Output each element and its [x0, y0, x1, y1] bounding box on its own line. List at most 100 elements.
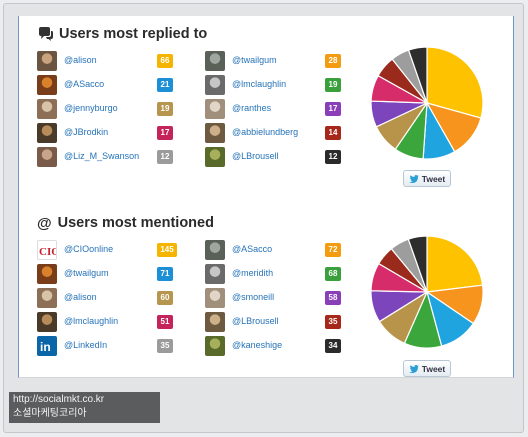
user-row: @Liz_M_Swanson 12	[37, 147, 197, 169]
user-handle-link[interactable]: @alison	[64, 55, 97, 65]
count-badge: 19	[157, 102, 173, 116]
avatar[interactable]	[37, 312, 57, 332]
linkedin-logo[interactable]: in	[37, 336, 57, 356]
user-row: @lmclaughlin 19	[205, 75, 365, 97]
user-row: @ASacco 21	[37, 75, 197, 97]
user-row: in @LinkedIn 35	[37, 336, 197, 358]
count-badge: 21	[157, 78, 173, 92]
user-row: @alison 66	[37, 51, 197, 73]
count-badge: 60	[157, 291, 173, 305]
watermark-url: http://socialmkt.co.kr	[13, 394, 105, 405]
user-row: @LBrousell 35	[205, 312, 365, 334]
watermark: http://socialmkt.co.kr 소셜마케팅코리아	[9, 392, 160, 423]
cio-logo[interactable]: CIO	[37, 240, 57, 260]
avatar[interactable]	[37, 99, 57, 119]
user-handle-link[interactable]: @ASacco	[64, 79, 105, 89]
at-sign-icon: @	[37, 214, 52, 232]
user-row: @lmclaughlin 51	[37, 312, 197, 334]
user-handle-link[interactable]: @ranthes	[232, 103, 272, 113]
avatar[interactable]	[205, 288, 225, 308]
user-handle-link[interactable]: @jennyburgo	[64, 103, 118, 113]
user-handle-link[interactable]: @lmclaughlin	[64, 316, 119, 326]
avatar[interactable]	[205, 51, 225, 71]
user-handle-link[interactable]: @kaneshige	[232, 340, 283, 350]
count-badge: 12	[325, 150, 341, 164]
user-row: @JBrodkin 17	[37, 123, 197, 145]
avatar[interactable]	[205, 264, 225, 284]
svg-text:CIO: CIO	[39, 246, 57, 258]
count-badge: 12	[157, 150, 173, 164]
user-row: @smoneill 58	[205, 288, 365, 310]
user-row: @twailgum 28	[205, 51, 365, 73]
speech-bubble-icon	[37, 26, 53, 42]
pie-slice	[407, 46, 428, 104]
avatar[interactable]	[205, 123, 225, 143]
count-badge: 66	[157, 54, 173, 68]
user-handle-link[interactable]: @meridith	[232, 268, 274, 278]
count-badge: 72	[325, 243, 341, 257]
count-badge: 35	[325, 315, 341, 329]
user-handle-link[interactable]: @lmclaughlin	[232, 79, 287, 89]
pie-slice	[426, 46, 484, 119]
count-badge: 17	[325, 102, 341, 116]
avatar[interactable]	[205, 147, 225, 167]
count-badge: 51	[157, 315, 173, 329]
avatar[interactable]	[37, 123, 57, 143]
mentioned-tweet-button[interactable]: Tweet	[403, 360, 451, 377]
user-row: CIO @CIOonline 145	[37, 240, 197, 262]
count-badge: 68	[325, 267, 341, 281]
mentioned-pie-chart	[370, 235, 484, 349]
replied-title: Users most replied to	[37, 23, 207, 45]
avatar[interactable]	[205, 312, 225, 332]
count-badge: 19	[325, 78, 341, 92]
screenshot-frame: Users most replied to @alison 66 @ASacco 21…	[3, 3, 524, 433]
user-row: @kaneshige 34	[205, 336, 365, 358]
replied-tweet-label: Tweet	[421, 173, 446, 184]
user-row: @meridith 68	[205, 264, 365, 286]
count-badge: 58	[325, 291, 341, 305]
user-row: @ASacco 72	[205, 240, 365, 262]
replied-tweet-button[interactable]: Tweet	[403, 170, 451, 187]
user-handle-link[interactable]: @CIOonline	[64, 244, 114, 254]
user-handle-link[interactable]: @LBrousell	[232, 151, 279, 161]
user-handle-link[interactable]: @twailgum	[64, 268, 109, 278]
user-row: @jennyburgo 19	[37, 99, 197, 121]
pie-slice	[407, 235, 428, 293]
user-handle-link[interactable]: @abbielundberg	[232, 127, 299, 137]
watermark-title: 소셜마케팅코리아	[13, 408, 87, 419]
user-row: @alison 60	[37, 288, 197, 310]
user-handle-link[interactable]: @smoneill	[232, 292, 275, 302]
user-row: @LBrousell 12	[205, 147, 365, 169]
count-badge: 28	[325, 54, 341, 68]
avatar[interactable]	[37, 75, 57, 95]
count-badge: 35	[157, 339, 173, 353]
replied-title-text: Users most replied to	[59, 26, 208, 42]
stats-card: Users most replied to @alison 66 @ASacco 21…	[18, 16, 514, 378]
count-badge: 14	[325, 126, 341, 140]
avatar[interactable]	[205, 240, 225, 260]
avatar[interactable]	[37, 147, 57, 167]
avatar[interactable]	[205, 99, 225, 119]
avatar[interactable]	[205, 75, 225, 95]
svg-text:in: in	[40, 340, 51, 354]
user-handle-link[interactable]: @ASacco	[232, 244, 273, 254]
user-handle-link[interactable]: @twailgum	[232, 55, 277, 65]
user-handle-link[interactable]: @LBrousell	[232, 316, 279, 326]
mentioned-title-text: Users most mentioned	[57, 215, 214, 231]
user-handle-link[interactable]: @LinkedIn	[64, 340, 108, 350]
twitter-bird-icon	[408, 364, 419, 373]
count-badge: 34	[325, 339, 341, 353]
avatar[interactable]	[205, 336, 225, 356]
pie-slice	[426, 235, 484, 293]
user-row: @ranthes 17	[205, 99, 365, 121]
user-handle-link[interactable]: @alison	[64, 292, 97, 302]
user-handle-link[interactable]: @JBrodkin	[64, 127, 109, 137]
avatar[interactable]	[37, 288, 57, 308]
twitter-bird-icon	[408, 174, 419, 183]
avatar[interactable]	[37, 51, 57, 71]
avatar[interactable]	[37, 264, 57, 284]
user-row: @abbielundberg 14	[205, 123, 365, 145]
count-badge: 145	[157, 243, 177, 257]
count-badge: 17	[157, 126, 173, 140]
user-handle-link[interactable]: @Liz_M_Swanson	[64, 151, 140, 161]
